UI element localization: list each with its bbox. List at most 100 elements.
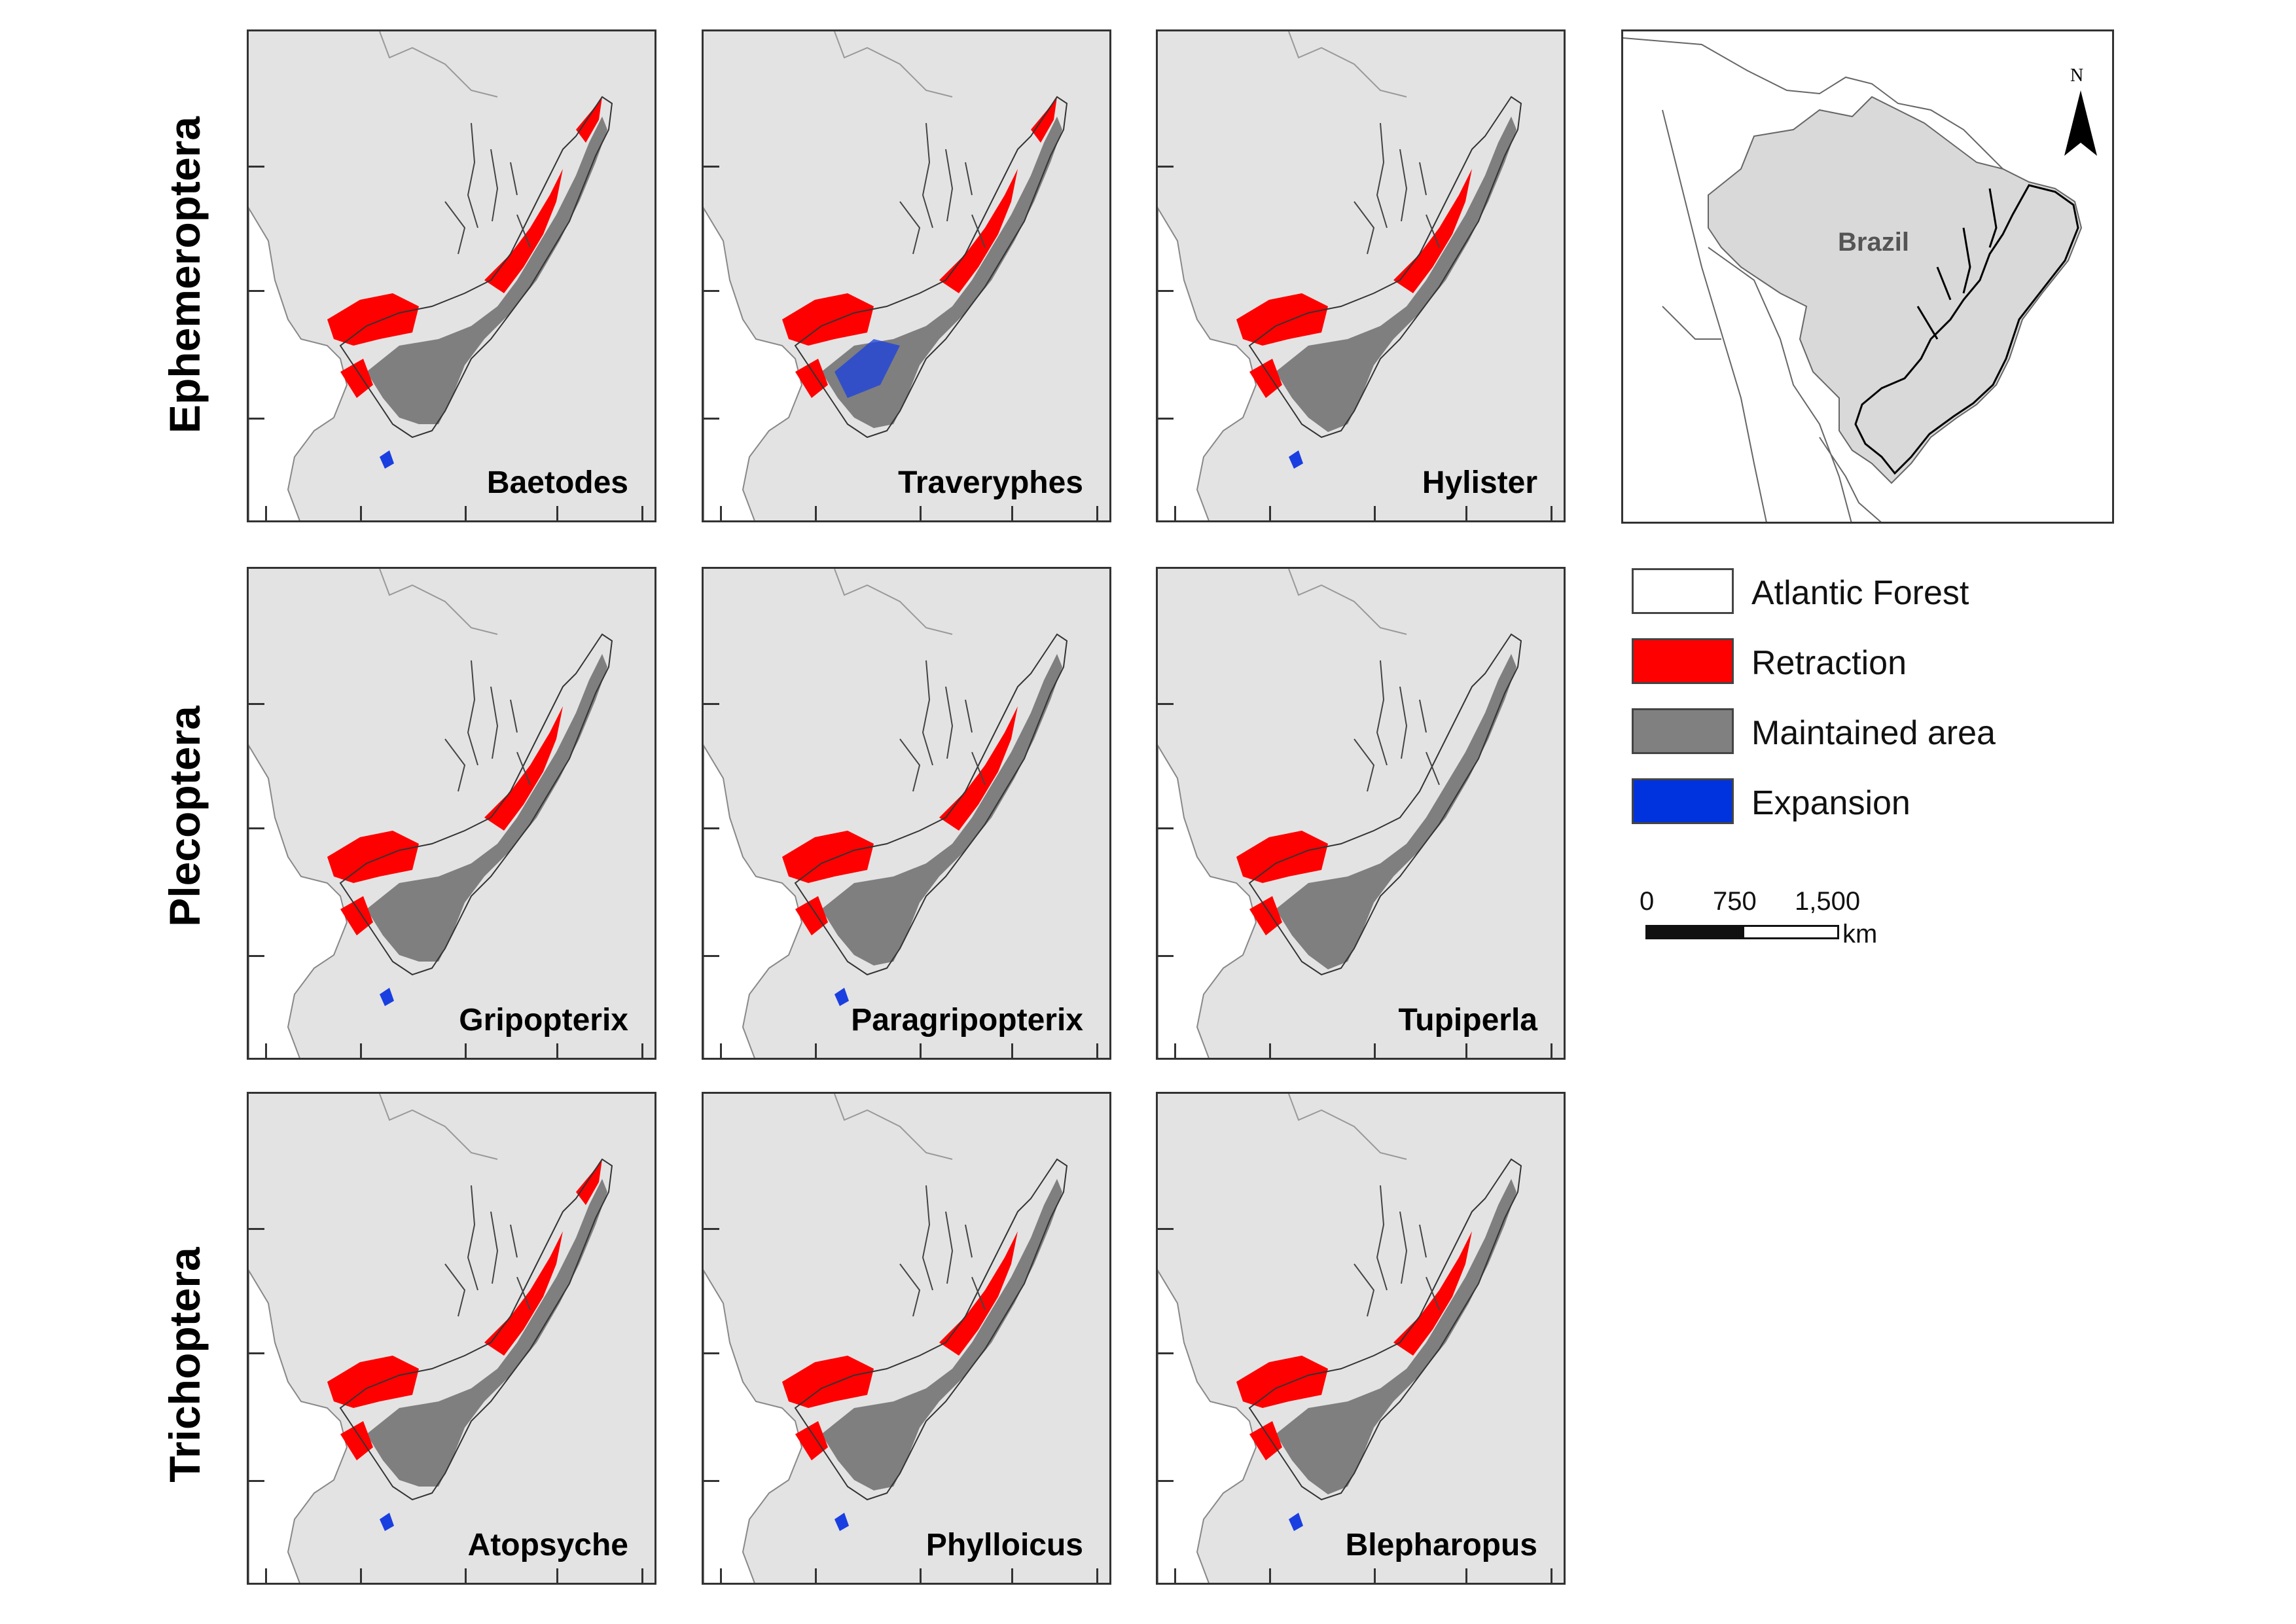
row-label-text: Trichoptera (160, 1247, 209, 1483)
map-tick (704, 1352, 719, 1354)
map-tick (1158, 1228, 1174, 1230)
atlantic-forest-outline (339, 1158, 613, 1501)
retraction-area (576, 1159, 602, 1205)
inset-map: Brazil N (1621, 29, 2114, 524)
retraction-area (782, 1356, 874, 1408)
scale-tick-label: 0 (1640, 887, 1655, 916)
north-arrow-icon (2064, 90, 2097, 156)
atlantic-forest-outline (1854, 184, 2079, 475)
retraction-area (795, 1421, 828, 1460)
map-panel: Tupiperla (1156, 567, 1566, 1060)
map-tick (360, 1568, 362, 1583)
row-label-text: Ephemeroptera (160, 116, 209, 434)
map-tick (1158, 166, 1174, 168)
forest-fragment-lines (899, 122, 986, 255)
legend-item-expansion: Expansion (1632, 778, 1959, 837)
map-tick (1158, 418, 1174, 420)
map-tick (704, 1228, 719, 1230)
map-panel: Baetodes (247, 29, 656, 522)
forest-fragment-lines (444, 1185, 531, 1317)
forest-fragment-lines (1354, 660, 1440, 792)
map-panel: Gripopterix (247, 567, 656, 1060)
scale-bar-white-segment (1742, 925, 1839, 939)
genus-label: Traveryphes (898, 465, 1083, 500)
maintained-area (367, 1179, 607, 1487)
expansion-area (834, 1513, 849, 1531)
southern-cone-region (704, 207, 803, 520)
map-tick (1096, 1568, 1098, 1583)
expansion-area (1289, 450, 1303, 469)
map-tick (265, 1043, 267, 1058)
map-tick (249, 1352, 264, 1354)
map-svg (249, 31, 613, 520)
map-svg (1158, 569, 1522, 1058)
map-panel: Phylloicus (702, 1092, 1111, 1585)
scale-bar-black-segment (1645, 925, 1742, 939)
map-panel: Paragripopterix (702, 567, 1111, 1060)
retraction-area (327, 831, 419, 883)
retraction-area (340, 896, 373, 935)
atlantic-forest-outline (794, 633, 1068, 976)
map-tick (1465, 506, 1467, 520)
map-tick (249, 1480, 264, 1482)
retraction-area (576, 97, 602, 143)
legend-item-atlantic-forest: Atlantic Forest (1632, 568, 1969, 627)
map-tick (815, 1043, 817, 1058)
southern-cone-region (249, 207, 348, 520)
map-tick (1269, 1043, 1271, 1058)
legend-label: Atlantic Forest (1751, 574, 1969, 612)
map-tick (465, 1043, 467, 1058)
map-svg (704, 31, 1068, 520)
map-tick (249, 1228, 264, 1230)
country-border-line (1708, 247, 1852, 522)
map-tick (720, 1568, 722, 1583)
map-tick (641, 1568, 643, 1583)
map-tick (1096, 1043, 1098, 1058)
country-label: Brazil (1838, 228, 1909, 257)
maintained-area (821, 654, 1062, 965)
map-tick (1374, 1043, 1376, 1058)
map-svg (249, 1094, 613, 1583)
map-tick (1551, 1043, 1552, 1058)
genus-label: Gripopterix (459, 1003, 628, 1038)
map-tick (465, 506, 467, 520)
atlantic-forest-outline (1248, 96, 1522, 439)
legend-item-maintained-area: Maintained area (1632, 708, 1996, 767)
map-panel: Atopsyche (247, 1092, 656, 1585)
inset-map-svg (1623, 37, 2083, 522)
map-tick (1011, 1043, 1013, 1058)
southern-cone-region (249, 744, 348, 1058)
map-tick (1011, 1568, 1013, 1583)
retraction-area (795, 896, 828, 935)
map-tick (1158, 1480, 1174, 1482)
map-tick (704, 955, 719, 957)
map-tick (556, 1043, 558, 1058)
map-panel: Blepharopus (1156, 1092, 1566, 1585)
map-tick (249, 290, 264, 292)
coastline (1288, 1094, 1407, 1160)
genus-label: Hylister (1422, 465, 1537, 500)
map-tick (465, 1568, 467, 1583)
atlantic-forest-outline (794, 1158, 1068, 1501)
expansion-area (834, 339, 900, 398)
country-border-line (1819, 437, 1882, 522)
coastline (1288, 31, 1407, 98)
retraction-area (1249, 896, 1282, 935)
map-tick (815, 506, 817, 520)
map-svg (1158, 1094, 1522, 1583)
atlantic-forest-outline (794, 96, 1068, 439)
country-border-line (1662, 109, 1767, 522)
map-tick (265, 506, 267, 520)
map-tick (265, 1568, 267, 1583)
retraction-area (340, 1421, 373, 1460)
southern-cone-region (704, 1269, 803, 1583)
country-border-line (1662, 306, 1721, 340)
atlantic-forest-outline (1248, 1158, 1522, 1501)
southern-cone-region (704, 744, 803, 1058)
map-panel: Traveryphes (702, 29, 1111, 522)
map-tick (720, 506, 722, 520)
atlantic-forest-outline (339, 96, 613, 439)
map-tick (1096, 506, 1098, 520)
scale-tick-label: 750 (1713, 887, 1757, 916)
legend-swatch (1632, 568, 1734, 614)
